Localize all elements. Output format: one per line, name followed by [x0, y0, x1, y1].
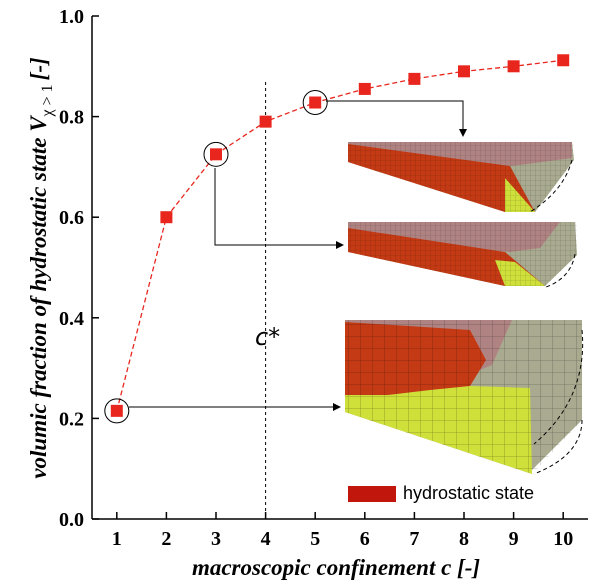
mesh-inset-bottom: [345, 320, 582, 474]
arrow-point-3-to-middle-inset: [214, 168, 344, 249]
mesh-inset-top: [348, 142, 574, 212]
data-point: [110, 404, 123, 417]
data-point: [557, 54, 570, 67]
x-tick-label: 3: [211, 528, 221, 550]
series-line: [116, 59, 564, 412]
arrow-point-5-to-top-inset: [326, 100, 467, 137]
x-tick-label: 6: [360, 528, 370, 550]
y-tick-label: 0.8: [59, 107, 84, 129]
x-tick-label: 1: [112, 528, 122, 550]
data-point: [309, 96, 322, 109]
inset-detail-curve-bottom-2: [533, 419, 583, 475]
highlight-circle: [302, 90, 328, 116]
legend: hydrostatic state: [348, 483, 534, 503]
data-point: [458, 65, 470, 78]
data-point: [358, 82, 371, 95]
x-tick-label: 2: [161, 528, 171, 550]
highlight-circles: [104, 90, 328, 424]
y-tick-label: 0.2: [59, 408, 84, 430]
x-tick-label: 9: [509, 528, 519, 550]
data-point: [210, 148, 222, 161]
legend-label: hydrostatic state: [403, 483, 534, 503]
mesh-inset-middle: [348, 222, 577, 286]
x-tick-label: 7: [409, 528, 419, 550]
y-tick-label: 0.6: [59, 207, 84, 229]
y-axis-title-subscript: χ > 1: [39, 84, 56, 117]
data-point: [507, 60, 520, 73]
y-ticks: 0.0 0.2 0.4 0.6 0.8 1.0: [59, 6, 99, 531]
data-point: [259, 115, 272, 128]
y-tick-label: 1.0: [59, 6, 84, 28]
data-point: [408, 72, 421, 85]
x-tick-label: 5: [310, 528, 320, 550]
x-ticks: 1 2 3 4 5 6 7 8 9 10: [112, 512, 573, 550]
inset-detail-curve-middle: [545, 253, 576, 288]
y-tick-label: 0.0: [59, 509, 84, 531]
highlight-circle: [104, 398, 130, 424]
c-star-label: c*: [255, 323, 280, 351]
y-tick-label: 0.4: [59, 308, 84, 330]
x-tick-label: 8: [459, 528, 469, 550]
x-tick-label: 10: [553, 528, 573, 550]
data-point: [160, 211, 173, 224]
highlight-circle: [203, 141, 229, 167]
x-axis-title: macroscopic confinement c [-]: [192, 555, 480, 580]
x-tick-label: 4: [261, 528, 271, 550]
y-axis-title: volumic fraction of hydrostatic state Vχ…: [26, 57, 56, 479]
legend-swatch: [348, 486, 396, 502]
y-axis-title-main: volumic fraction of hydrostatic state V: [26, 115, 51, 479]
series-markers: [110, 54, 570, 417]
y-axis-title-unit: [-]: [26, 57, 51, 80]
inset-detail-curve-bottom-1: [533, 329, 584, 445]
